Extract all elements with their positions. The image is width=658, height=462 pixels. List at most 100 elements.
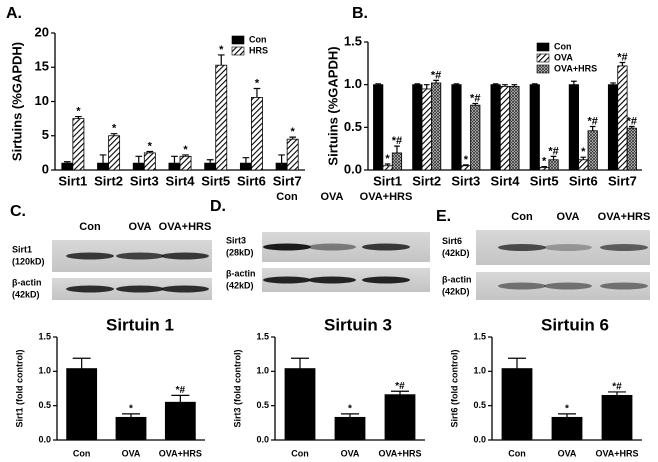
y-tick-label: 1.5	[38, 331, 51, 341]
bar	[61, 162, 74, 171]
y-tick-label: 1.0	[256, 366, 269, 376]
bar	[412, 84, 423, 171]
bar	[490, 84, 501, 171]
blot-band	[161, 285, 209, 293]
bar	[578, 159, 589, 171]
legend-label: OVA+HRS	[554, 63, 597, 73]
annotation: *	[348, 404, 352, 415]
error-bar	[414, 83, 421, 85]
x-tick-label: Sirt3	[130, 173, 159, 188]
annotation: *	[581, 146, 586, 158]
lane-label: Con	[276, 191, 298, 203]
error-bar	[472, 102, 479, 106]
x-tick-label: Sirt5	[530, 173, 559, 188]
bar	[164, 401, 196, 441]
x-tick-label: Sirt6	[569, 173, 598, 188]
x-tick-label: Sirt7	[273, 173, 302, 188]
annotation: *	[129, 404, 133, 415]
annotation: *#	[617, 51, 627, 63]
blot-band	[600, 282, 648, 290]
x-tick-label: Con	[508, 448, 526, 457]
blot-band	[116, 285, 164, 293]
error-bar	[341, 413, 359, 418]
bar	[334, 416, 366, 441]
error-bar	[122, 413, 140, 418]
error-bar	[217, 54, 225, 66]
annotation: *	[291, 126, 296, 138]
bar	[132, 162, 145, 171]
blot-band	[116, 252, 164, 260]
y-tick-label: 5	[42, 127, 49, 142]
bar	[275, 162, 288, 171]
bar	[97, 162, 109, 171]
bar	[501, 368, 533, 441]
error-bar	[171, 394, 190, 403]
bar	[215, 64, 228, 171]
y-tick-label: 1.5	[344, 33, 362, 48]
y-axis-label: Sirt3 (fold control)	[232, 350, 242, 428]
y-tick-label: 1.5	[256, 331, 269, 341]
x-tick-label: OVA	[341, 448, 360, 457]
y-tick-label: 0.0	[256, 434, 269, 444]
protein-size: (42kD)	[226, 280, 254, 290]
panel-label: C.	[10, 203, 26, 220]
bar	[204, 162, 217, 171]
y-tick-label: 1.0	[38, 366, 51, 376]
y-tick-label: 1.0	[344, 76, 362, 91]
bar	[251, 96, 263, 171]
annotation: *#	[392, 135, 402, 147]
bar	[66, 368, 98, 441]
y-axis-label: Sirtuins (%GAPDH)	[325, 46, 340, 165]
error-bar	[580, 156, 587, 160]
lane-label: OVA+HRS	[360, 191, 413, 203]
bar	[587, 130, 598, 171]
lane-label: OVA+HRS	[159, 221, 212, 233]
y-tick-label: 1.5	[473, 331, 486, 341]
bar	[384, 394, 416, 441]
y-tick-label: 0.0	[38, 434, 51, 444]
y-tick-label: 0.0	[473, 434, 486, 444]
bar	[115, 416, 147, 441]
x-tick-label: OVA	[558, 448, 577, 457]
bar	[143, 152, 156, 171]
x-tick-label: Con	[291, 448, 309, 457]
annotation: *	[385, 153, 390, 165]
y-tick-label: 0	[42, 161, 49, 176]
error-bar	[541, 165, 547, 168]
lane-label: OVA	[128, 221, 151, 233]
lane-label: OVA	[320, 191, 343, 203]
chart-title: Sirtuin 3	[324, 315, 392, 334]
protein-label: β-actin	[12, 277, 42, 287]
error-bar	[391, 390, 409, 395]
bar	[548, 159, 559, 171]
legend-swatch	[231, 46, 245, 56]
error-bar	[253, 87, 261, 98]
error-bar	[502, 84, 508, 87]
panel-label: D.	[210, 198, 226, 215]
error-bar	[135, 155, 143, 164]
protein-size: (120kD)	[12, 256, 45, 266]
y-tick-label: 0.5	[38, 400, 51, 410]
panel-label: E.	[436, 208, 451, 225]
legend-swatch	[231, 35, 245, 45]
lane-label: OVA	[556, 211, 579, 223]
legend-label: HRS	[249, 45, 268, 55]
y-tick-label: 0.5	[256, 400, 269, 410]
annotation: *	[76, 105, 81, 117]
bar	[286, 138, 299, 171]
annotation: *#	[548, 145, 558, 157]
blot-band	[362, 276, 410, 284]
x-tick-label: Sirt6	[237, 173, 266, 188]
bar	[499, 85, 511, 171]
blot-band	[66, 285, 114, 293]
bar	[626, 127, 637, 171]
lane-label: OVA+HRS	[598, 211, 651, 223]
annotation: *	[464, 154, 469, 166]
annotation: *	[183, 144, 188, 156]
legend-swatch	[536, 42, 550, 52]
y-tick-label: 0.0	[344, 161, 362, 176]
x-tick-label: Con	[73, 448, 91, 457]
error-bar	[608, 391, 626, 396]
x-tick-label: Sirt4	[491, 173, 521, 188]
